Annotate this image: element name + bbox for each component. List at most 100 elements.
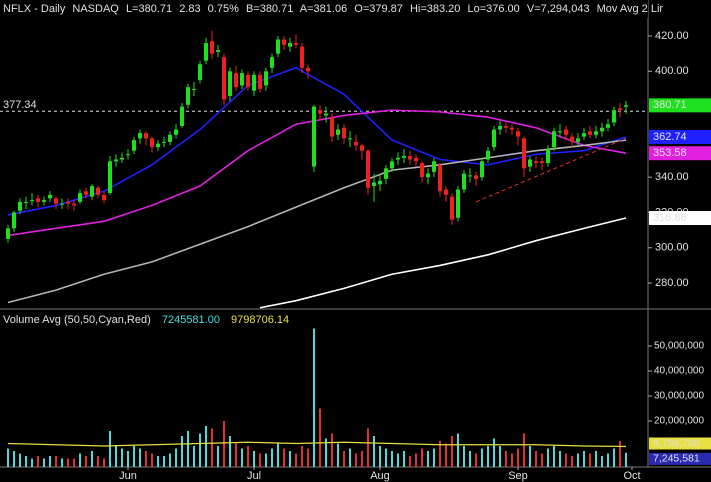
volume-bar [7,448,9,467]
candle-body [120,157,124,160]
volume-panel [7,328,627,467]
y-tick-label: 50,000,000 [654,341,704,352]
volume-average [7,441,627,448]
price-badge [649,146,711,161]
candle-body [504,126,508,128]
volume-bar [31,458,33,467]
y-tick-label: 30,000,000 [654,391,704,402]
volume-bar [499,446,501,467]
candle-body [48,194,52,199]
price-badge-label: 362.74 [653,131,687,143]
volume-bar [415,453,417,467]
candle-body [360,145,364,151]
candle-body [324,113,328,116]
candle-body [300,46,304,68]
volume-bar [421,448,423,467]
candle-body [114,159,118,162]
volume-bar [481,448,483,467]
volume-bar [217,446,219,467]
y-tick-label: 20,000,000 [654,416,704,427]
price-badge [649,130,711,145]
candle-body [336,129,340,135]
volume-bar [43,458,45,467]
candle-body [366,150,370,188]
volume-bar [259,453,261,467]
volume-bar [427,451,429,467]
candle-body [396,157,400,160]
candle-body [246,74,250,88]
change-pct: 0.75% [208,3,239,15]
volume-bar [229,436,231,467]
price-badge-label: 353.58 [653,147,687,159]
volume-bar [97,456,99,467]
trendline [475,137,627,203]
volume-bar [517,448,519,467]
volume-badge [649,452,711,465]
candle-body [24,201,28,203]
volume-bar [325,438,327,467]
y-tick-label: 400.00 [655,65,689,77]
x-tick-label: Aug [370,470,390,482]
volume-bar [79,453,81,467]
candle-body [582,133,586,137]
candle-body [498,126,502,130]
volume-legend: Volume Avg (50,50,Cyan,Red) 7245581.00 9… [3,314,289,326]
candle-body [60,203,64,205]
last: L=380.71 [126,3,172,15]
candle-body [564,129,568,135]
volume-bar [379,446,381,467]
volume-badge-label: 9,798,706 [653,437,700,449]
candle-body [294,43,298,45]
volume-bar [439,441,441,467]
volume-bar [457,433,459,467]
volume-bar [73,458,75,467]
candle-body [432,161,436,172]
candle-body [594,131,598,135]
candle-body [270,57,274,68]
candle-body [402,156,406,158]
candle-body [486,150,490,160]
volume-bar [61,458,63,467]
candle-body [54,198,58,204]
volume-bar [13,451,15,467]
candle-body [156,143,160,148]
price-badge [649,98,711,113]
overlay: 420.00400.00340.00320.00300.00280.0050,0… [3,30,711,482]
candle-body [168,134,172,142]
volume-bar [151,453,153,467]
volume-bar [289,451,291,467]
x-tick-label: Oct [623,470,640,482]
candle-body [264,71,268,86]
candle-body [492,129,496,148]
volume-bar [541,453,543,467]
volume-bar [283,448,285,467]
candle-body [318,110,322,114]
volume-bar [571,456,573,467]
volume-bar [583,451,585,467]
candle-body [546,148,550,164]
candle-body [552,131,556,148]
volume-bar [565,453,567,467]
candle-body [96,187,100,195]
volume-bar [253,451,255,467]
volume-bar [601,456,603,467]
volume-bar [277,443,279,467]
volume-bar [343,451,345,467]
candle-body [108,161,112,194]
volume-bar [613,448,615,467]
volume-bar [607,453,609,467]
candle-body [618,108,622,111]
candle-body [558,131,562,133]
candle-body [510,127,514,130]
volume-bar [19,453,21,467]
volume-bar [469,451,471,467]
volume-bar [409,456,411,467]
volume-bar [193,446,195,467]
volume-bar [241,448,243,467]
candle-body [282,39,286,45]
volume-bar [529,446,531,467]
candle-body [534,161,538,164]
volume-bar [271,448,273,467]
volume-badge-label: 7,245,581 [653,453,700,465]
candle-body [288,43,292,47]
